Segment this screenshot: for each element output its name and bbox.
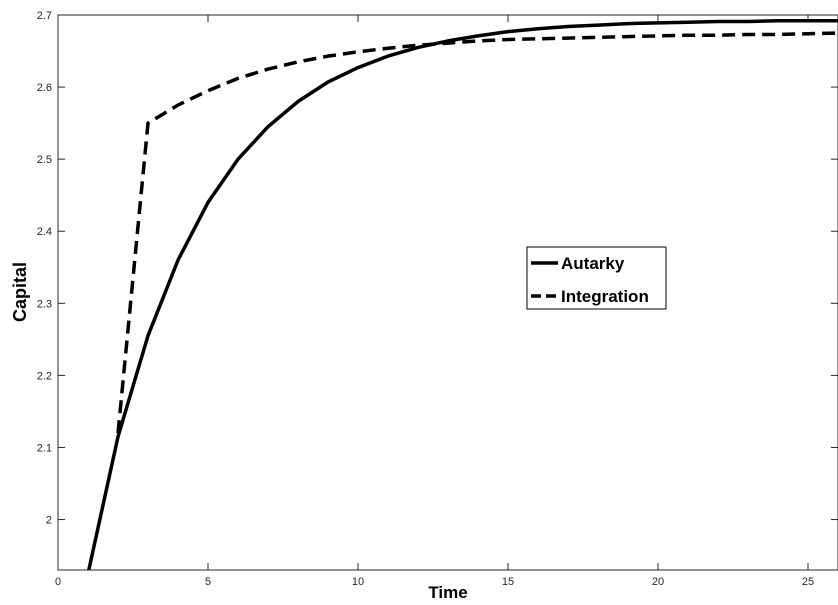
y-tick-label: 2.7 <box>37 10 52 22</box>
series-line-autarky <box>86 19 838 570</box>
y-tick-label: 2.1 <box>37 442 52 454</box>
x-axis-title: Time <box>428 583 467 602</box>
x-tick-label: 10 <box>352 576 364 588</box>
x-tick-label: 20 <box>652 576 664 588</box>
y-axis-title: Capital <box>10 262 30 322</box>
y-tick-label: 2.4 <box>37 226 52 238</box>
series-layer <box>86 19 838 570</box>
y-tick-label: 2.5 <box>37 154 52 166</box>
legend: Autarky Integration <box>526 246 667 310</box>
legend-box <box>526 246 667 310</box>
x-tick-label: 25 <box>802 576 814 588</box>
y-tick-label: 2.3 <box>37 298 52 310</box>
axes: 0 5 10 15 20 25 2 2.1 2.2 2.3 2.4 2.5 2.6 2.7 <box>37 10 838 588</box>
y-tick-label: 2.6 <box>37 82 52 94</box>
plot-area <box>58 15 838 570</box>
x-tick-label: 15 <box>502 576 514 588</box>
y-tick-label: 2.2 <box>37 370 52 382</box>
axes-frame <box>57 14 838 571</box>
legend-label-autarky: Autarky <box>561 254 625 273</box>
series-line-integration <box>116 31 838 434</box>
legend-label-integration: Integration <box>561 287 649 306</box>
y-tick-label: 2 <box>46 515 52 527</box>
x-tick-label: 0 <box>55 576 61 588</box>
x-tick-label: 5 <box>205 576 211 588</box>
